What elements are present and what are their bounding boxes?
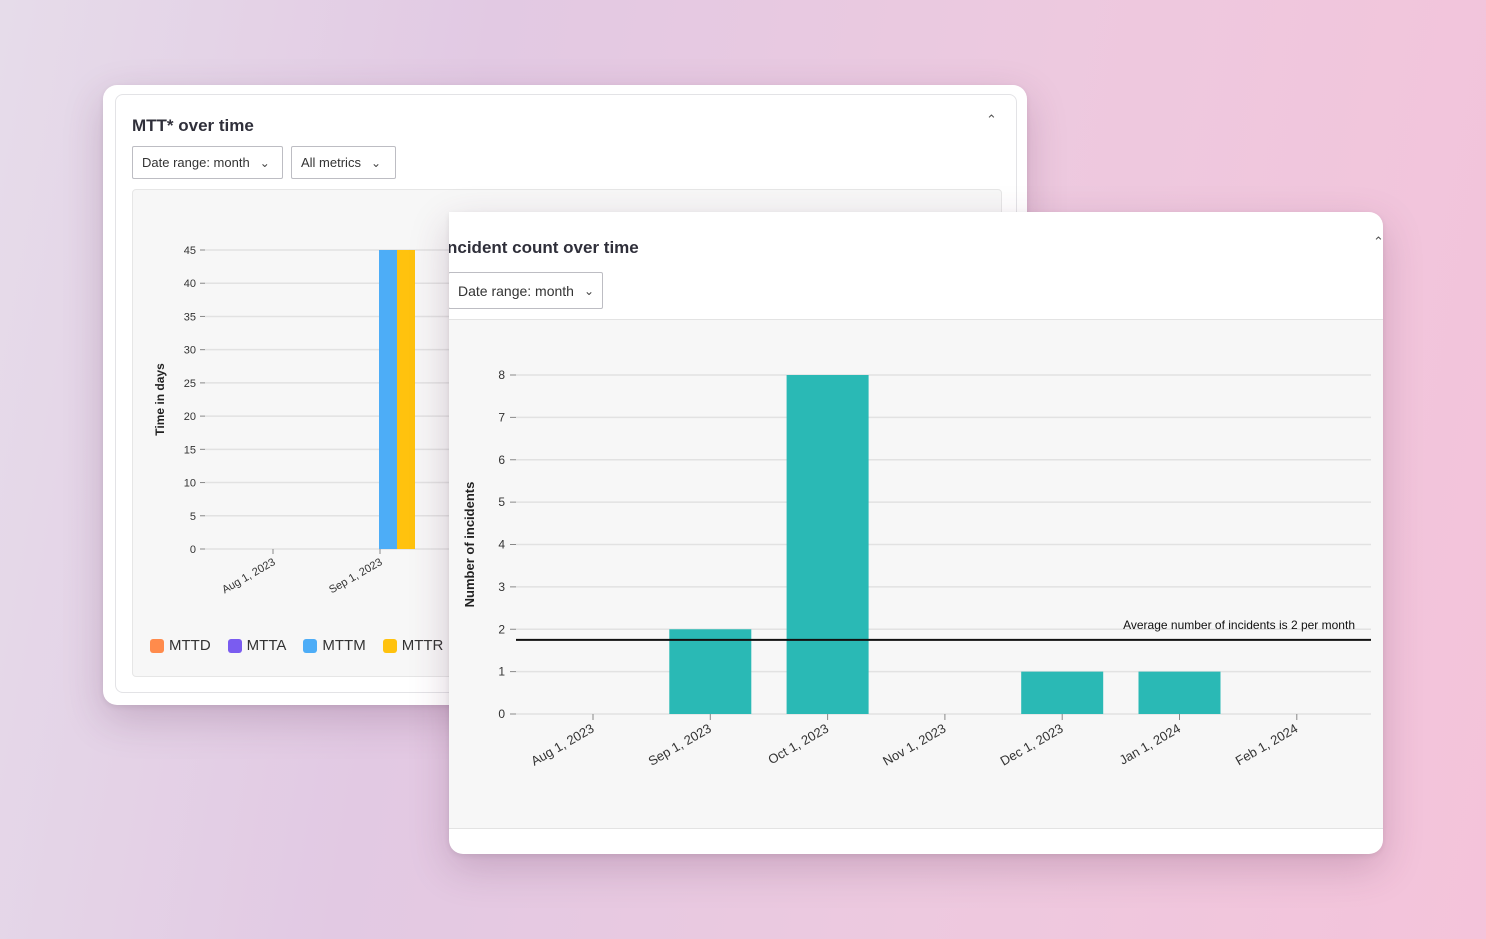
incident-bar	[669, 629, 752, 714]
y-tick-label: 25	[184, 378, 196, 390]
incident-date-range-label: Date range: month	[458, 282, 574, 299]
legend-label: MTTR	[401, 637, 444, 654]
incident-title: ncident count over time	[449, 238, 639, 257]
y-axis-label: Time in days	[153, 363, 167, 436]
legend-swatch	[382, 638, 397, 653]
incident-chart: 0 1 2 3 4 5 6 7 8 Number of incidents Aug 1, 2023 S…	[462, 368, 1371, 769]
legend-item-mttm[interactable]: MTTM	[303, 637, 366, 654]
legend-swatch	[303, 638, 318, 653]
y-tick-label: 30	[184, 345, 196, 357]
date-range-label: Date range: month	[142, 155, 250, 170]
y-tick-label: 15	[184, 444, 196, 456]
incident-bar	[1021, 671, 1104, 714]
incident-window: ncident count over time ⌃ Date range: mo…	[449, 212, 1383, 854]
x-tick-label: Jan 1, 2024	[1117, 721, 1183, 768]
x-tick-label: Aug 1, 2023	[528, 721, 596, 769]
y-tick-label: 8	[498, 368, 505, 382]
bar-mttr	[397, 250, 415, 549]
incident-date-range-dropdown[interactable]: Date range: month ⌄	[449, 272, 603, 309]
mtt-title: MTT* over time	[132, 116, 254, 135]
y-tick-label: 5	[498, 495, 505, 509]
y-tick-label: 40	[184, 278, 196, 290]
x-tick-label: Dec 1, 2023	[997, 721, 1065, 769]
y-tick-label: 3	[498, 580, 505, 594]
date-range-dropdown[interactable]: Date range: month ⌄	[132, 146, 283, 179]
legend-swatch	[150, 638, 164, 653]
y-tick-label: 1	[498, 665, 505, 679]
y-tick-label: 45	[184, 245, 196, 257]
y-tick-label: 7	[498, 410, 505, 424]
y-tick-label: 4	[498, 538, 505, 552]
y-tick-label: 0	[498, 707, 505, 721]
x-tick-label: Feb 1, 2024	[1233, 721, 1301, 769]
legend-item-mtta[interactable]: MTTA	[227, 637, 287, 654]
x-tick-label: Nov 1, 2023	[880, 721, 948, 769]
y-axis-label: Number of incidents	[462, 482, 477, 608]
legend-label: MTTM	[322, 637, 366, 654]
incident-plot-area: 0 1 2 3 4 5 6 7 8 Number of incidents Aug 1, 2023 S…	[449, 319, 1383, 829]
chevron-up-icon[interactable]: ⌃	[986, 112, 997, 127]
y-tick-label: 35	[184, 311, 196, 323]
incident-bar	[786, 375, 869, 714]
average-line-label: Average number of incidents is 2 per mon…	[1123, 618, 1355, 632]
x-tick-label: Oct 1, 2023	[765, 721, 831, 768]
x-tick-label: Sep 1, 2023	[327, 556, 384, 596]
y-tick-label: 20	[184, 411, 196, 423]
y-tick-label: 6	[498, 453, 505, 467]
chevron-down-icon: ⌄	[370, 155, 382, 170]
legend-item-mttr[interactable]: MTTR	[382, 637, 444, 654]
chevron-down-icon: ⌄	[583, 283, 595, 298]
y-tick-label: 10	[184, 478, 196, 490]
legend-swatch	[227, 638, 242, 653]
y-tick-label: 0	[190, 544, 196, 556]
legend-item-mttd[interactable]: MTTD	[150, 637, 211, 654]
legend-label: MTTD	[169, 637, 211, 654]
metrics-label: All metrics	[301, 155, 361, 170]
legend-label: MTTA	[246, 637, 287, 654]
incident-bar	[1138, 671, 1221, 714]
y-tick-label: 2	[498, 622, 505, 636]
mtt-legend: MTTD MTTA MTTM MTTR	[150, 637, 460, 654]
x-tick-label: Aug 1, 2023	[220, 556, 277, 596]
bar-mttm	[379, 250, 397, 549]
chevron-up-icon[interactable]: ⌃	[1373, 234, 1383, 249]
metrics-dropdown[interactable]: All metrics ⌄	[291, 146, 396, 179]
y-tick-label: 5	[190, 511, 196, 523]
chevron-down-icon: ⌄	[259, 155, 270, 170]
x-tick-label: Sep 1, 2023	[646, 721, 714, 769]
